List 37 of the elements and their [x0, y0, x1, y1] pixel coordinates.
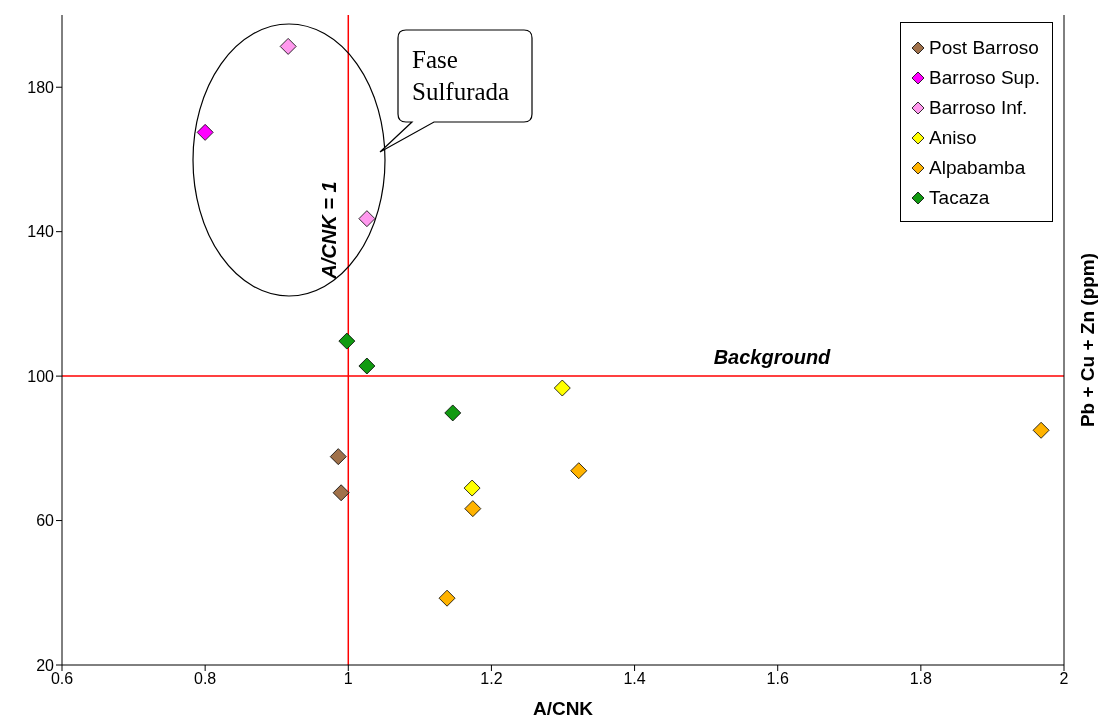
point: [463, 479, 481, 497]
x-tick-label: 1.8: [909, 670, 933, 688]
point: [329, 448, 347, 466]
x-tick-label: 0.8: [194, 670, 217, 688]
y-tick-label: 100: [27, 367, 55, 385]
point: [332, 484, 350, 502]
point: [279, 38, 297, 55]
legend-label: Barroso Sup.: [929, 67, 1040, 89]
x-tick-label: 0.6: [50, 670, 74, 688]
x-tick-label: 1: [343, 670, 353, 688]
annotation: Fase Sulfurada: [412, 45, 511, 107]
y-tick-label: 180: [27, 78, 55, 96]
point: [196, 123, 214, 141]
x-tick-label: 1.6: [766, 670, 789, 688]
point: [438, 589, 456, 607]
legend-label: Alpabamba: [929, 157, 1026, 179]
legend-label: Post Barroso: [929, 37, 1039, 59]
legend-label: Tacaza: [929, 187, 990, 209]
point: [553, 379, 571, 397]
point: [570, 462, 588, 480]
point: [358, 357, 376, 375]
y-axis-title: Pb + Cu + Zn (ppm): [1076, 252, 1098, 428]
y-tick-label: 60: [36, 512, 55, 530]
point: [444, 404, 462, 422]
point: [358, 210, 376, 228]
legend-label: Aniso: [929, 127, 977, 149]
x-tick-label: 1.2: [480, 670, 503, 688]
ref-line-label: A/CNK = 1: [318, 181, 341, 280]
ref-line-label: Background: [713, 346, 832, 369]
legend-label: Barroso Inf.: [929, 97, 1028, 119]
x-tick-label: 1.4: [623, 670, 646, 688]
point: [1032, 421, 1050, 439]
y-tick-label: 140: [27, 223, 55, 241]
point: [338, 332, 356, 350]
x-tick-label: 2: [1059, 670, 1069, 688]
x-axis-title: A/CNK: [532, 698, 594, 719]
point: [464, 500, 482, 518]
